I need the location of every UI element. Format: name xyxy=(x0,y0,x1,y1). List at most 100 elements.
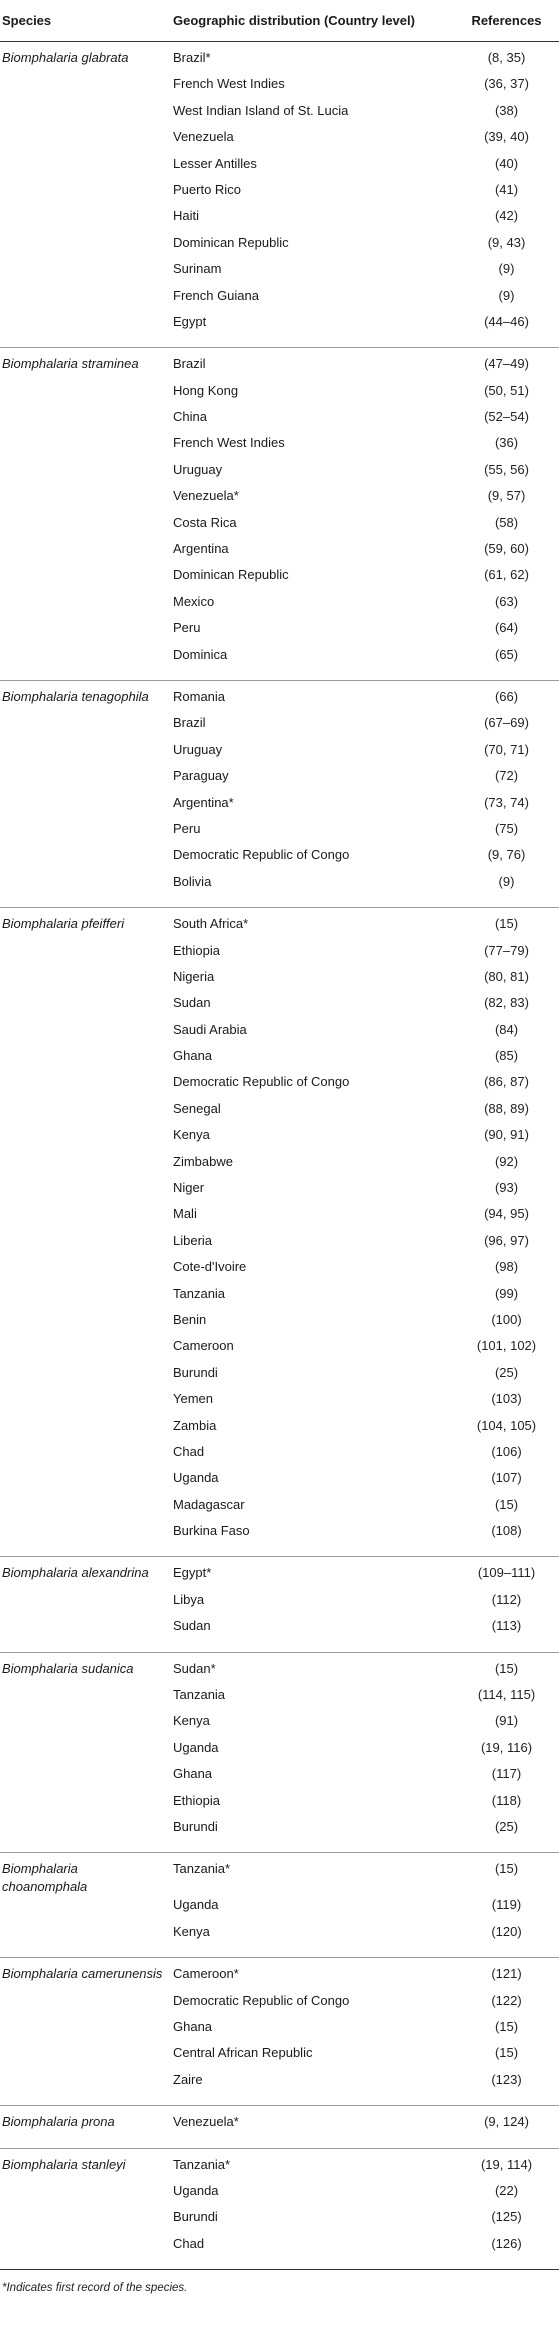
table-row: Dominican Republic (61, 62) xyxy=(0,566,559,592)
reference-cell: (58) xyxy=(494,514,519,530)
table-row: Sudan (113) xyxy=(0,1617,559,1652)
table-row: Cameroon (101, 102) xyxy=(0,1337,559,1363)
reference-cell: (85) xyxy=(494,1048,519,1064)
species-cell xyxy=(0,1992,169,2018)
country-cell: Zimbabwe xyxy=(173,1153,233,1169)
country-cell: Zaire xyxy=(173,2071,203,2087)
table-row: Ghana (117) xyxy=(0,1765,559,1791)
table-row: Lesser Antilles (40) xyxy=(0,155,559,181)
species-cell xyxy=(0,1617,169,1652)
reference-cell: (55, 56) xyxy=(484,461,529,477)
table-row: Liberia (96, 97) xyxy=(0,1232,559,1258)
country-cell: Benin xyxy=(173,1311,207,1327)
table-row: Mali (94, 95) xyxy=(0,1205,559,1231)
reference-cell: (90, 91) xyxy=(484,1127,529,1143)
country-cell: Peru xyxy=(173,620,201,636)
species-cell xyxy=(0,1126,169,1152)
species-group: Biomphalaria choanomphala Tanzania* (15) Ug… xyxy=(0,1853,559,1958)
country-cell: Tanzania xyxy=(173,1687,226,1703)
reference-cell: (40) xyxy=(494,155,519,171)
species-group: Biomphalaria prona Venezuela* (9, 124) xyxy=(0,2106,559,2149)
species-cell xyxy=(0,968,169,994)
reference-cell: (126) xyxy=(491,2235,522,2251)
species-cell xyxy=(0,2071,169,2106)
species-cell xyxy=(0,1591,169,1617)
species-cell xyxy=(0,207,169,233)
reference-cell: (93) xyxy=(494,1180,519,1196)
reference-cell: (65) xyxy=(494,646,519,662)
reference-cell: (121) xyxy=(491,1966,522,1982)
reference-cell: (9) xyxy=(498,261,515,277)
table-row: Hong Kong (50, 51) xyxy=(0,382,559,408)
species-cell xyxy=(0,540,169,566)
species-cell xyxy=(0,2018,169,2044)
reference-cell: (99) xyxy=(494,1285,519,1301)
table-row: Madagascar (15) xyxy=(0,1496,559,1522)
table-row: Uruguay (55, 56) xyxy=(0,461,559,487)
country-cell: Venezuela* xyxy=(173,2114,239,2130)
species-cell xyxy=(0,1792,169,1818)
table-row: Biomphalaria choanomphala Tanzania* (15) xyxy=(0,1853,559,1897)
reference-cell: (9) xyxy=(498,873,515,889)
table-row: Biomphalaria alexandrina Egypt* (109–111) xyxy=(0,1557,559,1591)
species-cell xyxy=(0,1205,169,1231)
country-cell: Niger xyxy=(173,1180,205,1196)
country-cell: Bolivia xyxy=(173,873,212,889)
country-cell: Liberia xyxy=(173,1232,213,1248)
country-cell: Ghana xyxy=(173,1766,213,1782)
table-row: Argentina (59, 60) xyxy=(0,540,559,566)
species-cell xyxy=(0,313,169,348)
reference-cell: (107) xyxy=(491,1470,522,1486)
reference-cell: (19, 114) xyxy=(480,2156,533,2172)
table-row: Libya (112) xyxy=(0,1591,559,1617)
reference-cell: (106) xyxy=(491,1443,522,1459)
species-cell xyxy=(0,942,169,968)
table-row: Uganda (19, 116) xyxy=(0,1739,559,1765)
country-cell: Ghana xyxy=(173,1048,213,1064)
table-row: Paraguay (72) xyxy=(0,767,559,793)
species-cell xyxy=(0,1285,169,1311)
species-cell: Biomphalaria prona xyxy=(2,2114,115,2130)
table-row: Peru (75) xyxy=(0,820,559,846)
country-cell: Burundi xyxy=(173,1364,218,1380)
species-cell xyxy=(0,2182,169,2208)
species-cell xyxy=(0,714,169,740)
country-cell: Central African Republic xyxy=(173,2045,313,2061)
country-cell: Argentina xyxy=(173,541,229,557)
table-row: Saudi Arabia (84) xyxy=(0,1021,559,1047)
country-cell: Cote-d'Ivoire xyxy=(173,1259,247,1275)
country-cell: Hong Kong xyxy=(173,382,239,398)
country-cell: French West Indies xyxy=(173,76,285,92)
country-cell: Nigeria xyxy=(173,968,215,984)
species-cell xyxy=(0,1496,169,1522)
reference-cell: (9, 76) xyxy=(487,847,526,863)
reference-cell: (47–49) xyxy=(484,356,529,372)
country-cell: Uganda xyxy=(173,1897,219,1913)
table-footnote: *Indicates first record of the species. xyxy=(2,2282,188,2295)
species-group: Biomphalaria straminea Brazil (47–49) Hong … xyxy=(0,348,559,681)
species-cell: Biomphalaria pfeifferi xyxy=(2,916,125,932)
species-cell xyxy=(0,1896,169,1922)
table-row: French West Indies (36, 37) xyxy=(0,75,559,101)
reference-cell: (15) xyxy=(494,1861,519,1877)
country-cell: Sudan xyxy=(173,995,211,1011)
species-cell xyxy=(0,1100,169,1126)
country-cell: Uganda xyxy=(173,1470,219,1486)
reference-cell: (59, 60) xyxy=(484,541,529,557)
species-cell xyxy=(0,128,169,154)
country-cell: Tanzania* xyxy=(173,1861,231,1877)
reference-cell: (38) xyxy=(494,102,519,118)
country-cell: Ethiopia xyxy=(173,942,220,958)
species-group: Biomphalaria pfeifferi South Africa* (15) E… xyxy=(0,908,559,1557)
species-cell xyxy=(0,1258,169,1284)
reference-cell: (15) xyxy=(494,2045,519,2061)
species-group: Biomphalaria sudanica Sudan* (15) Tanzania (… xyxy=(0,1652,559,1853)
table-row: Kenya (91) xyxy=(0,1712,559,1738)
table-row: Uganda (119) xyxy=(0,1896,559,1922)
reference-cell: (91) xyxy=(494,1713,519,1729)
species-cell xyxy=(0,619,169,645)
species-cell: Biomphalaria sudanica xyxy=(2,1660,134,1676)
reference-cell: (25) xyxy=(494,1364,519,1380)
reference-cell: (104, 105) xyxy=(476,1417,537,1433)
table-row: Venezuela* (9, 57) xyxy=(0,487,559,513)
